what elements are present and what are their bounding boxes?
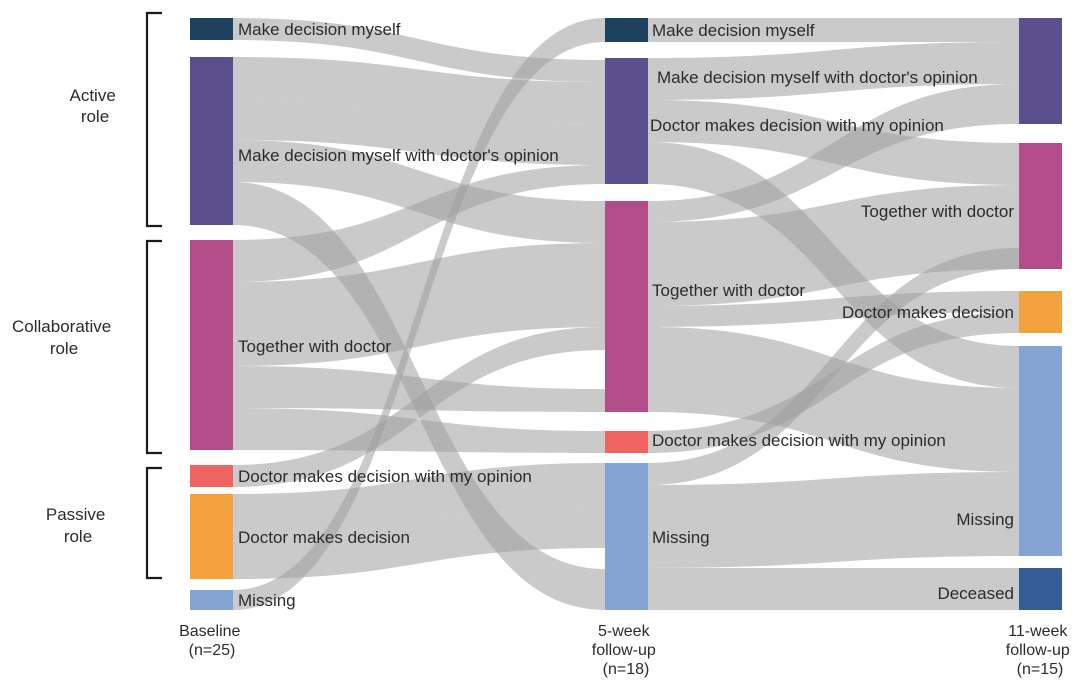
- label-baseline-make-decision-myself: Make decision myself: [238, 20, 401, 39]
- flow-b-together-to-w5-opinion: [233, 165, 605, 282]
- flow-w5-together-to-w11-doctor: [648, 291, 1019, 327]
- flow-b-together-to-w5-together-b: [233, 366, 605, 412]
- node-week11-together: [1019, 143, 1062, 269]
- label-baseline-missing: Missing: [238, 591, 296, 610]
- node-baseline-together: [190, 240, 233, 450]
- label-baseline-together: Together with doctor: [238, 337, 391, 356]
- bracket-passive: [145, 466, 162, 580]
- column-label-baseline: Baseline (n=25): [179, 623, 245, 659]
- node-baseline-doctor-with-opinion: [190, 465, 233, 487]
- flow-b-dwo-to-w5-together: [233, 327, 605, 487]
- node-week11-doctor-decides: [1019, 291, 1062, 333]
- node-week5-doctor-with-opinion: [605, 431, 648, 453]
- label-week5-missing: Missing: [652, 528, 710, 547]
- column-label-week11: 11-week follow-up (n=15): [1006, 623, 1074, 678]
- label-baseline-doctor-decides: Doctor makes decision: [238, 528, 410, 547]
- flow-b-myself-to-w5-opinion: [233, 18, 605, 82]
- flow-w5-together-to-w11-opinion: [648, 84, 1019, 222]
- flow-w5-together-to-w11-together: [648, 185, 1019, 306]
- flow-w5-opinion-to-w11-opinion: [648, 42, 1019, 100]
- label-week11-doctor-decides: Doctor makes decision: [842, 303, 1014, 322]
- node-week5-make-decision-myself: [605, 18, 648, 42]
- flow-b-doctor-to-w5-missing-b: [233, 505, 605, 579]
- flow-w5-together-to-w11-missing: [648, 327, 1019, 472]
- node-week5-together: [605, 201, 648, 412]
- node-baseline-make-decision-myself: [190, 18, 233, 40]
- label-week5-doctor-with-opinion: Doctor makes decision with my opinion: [652, 431, 946, 450]
- label-week11-together: Together with doctor: [861, 202, 1014, 221]
- flow-layer: [233, 18, 1019, 610]
- label-week5-make-decision-myself: Make decision myself: [652, 21, 815, 40]
- flow-w5-myself-to-w11-opinion: [648, 18, 1019, 42]
- flow-b-opinion-to-w5-opinion-b: [233, 100, 605, 165]
- flow-w5-dwo-to-w11-doctor: [648, 312, 1019, 453]
- node-baseline-missing: [190, 590, 233, 610]
- flow-b-doctor-to-w5-missing: [233, 463, 605, 537]
- flow-b-together-to-w5-dwo: [233, 408, 605, 453]
- flow-w5-missing-to-w11-together: [648, 248, 1019, 485]
- node-week5-myself-with-opinion: [605, 58, 648, 184]
- node-baseline-doctor-decides: [190, 494, 233, 579]
- bracket-collaborative: [145, 239, 162, 455]
- column-label-week5: 5-week follow-up (n=18): [592, 623, 660, 678]
- flow-b-opinion-to-w5-together: [233, 140, 605, 243]
- label-week5-together: Together with doctor: [652, 281, 805, 300]
- label-week11-deceased: Deceased: [937, 584, 1014, 603]
- flow-w5-missing-to-w11-missing: [648, 472, 1019, 568]
- label-week5-doctor-with-opinion-upper: Doctor makes decision with my opinion: [650, 116, 944, 135]
- label-week5-myself-with-opinion: Make decision myself with doctor's opini…: [657, 68, 978, 87]
- group-label-collaborative: Collaborative role: [12, 317, 116, 358]
- group-label-passive: Passive role: [46, 505, 110, 546]
- flow-b-missing-to-w5-myself: [233, 18, 605, 610]
- flow-b-opinion-to-w5-opinion: [233, 57, 605, 125]
- node-week11-myself-with-opinion: [1019, 18, 1062, 124]
- bracket-active: [145, 11, 162, 228]
- node-week5-missing: [605, 463, 648, 610]
- label-week11-missing: Missing: [956, 510, 1014, 529]
- flow-w5-missing-to-w11-deceased: [648, 568, 1019, 610]
- node-week11-deceased: [1019, 568, 1062, 610]
- label-baseline-myself-with-opinion: Make decision myself with doctor's opini…: [238, 146, 559, 165]
- label-baseline-doctor-with-opinion: Doctor makes decision with my opinion: [238, 467, 532, 486]
- group-label-active: Active role: [69, 86, 120, 126]
- node-baseline-myself-with-opinion: [190, 57, 233, 225]
- node-week11-missing: [1019, 346, 1062, 556]
